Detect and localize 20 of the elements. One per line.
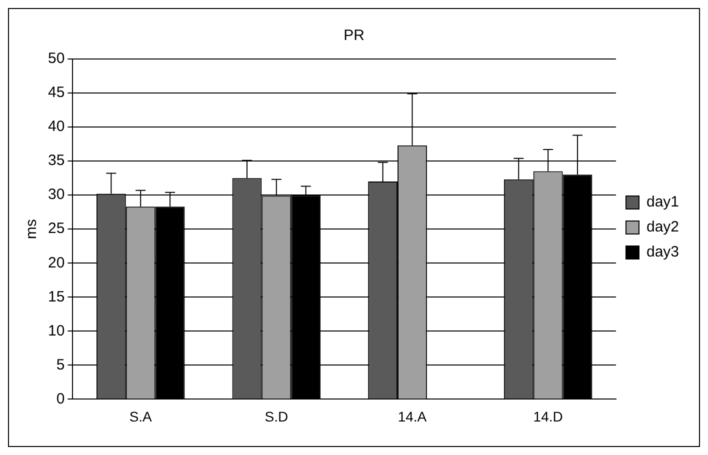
y-tick-label: 5	[56, 356, 65, 374]
x-tick-label: 14.A	[398, 408, 428, 424]
y-tick-label: 40	[48, 118, 65, 136]
y-tick-label: 50	[48, 50, 65, 68]
x-tick-label: S.D	[264, 408, 288, 424]
y-tick-label: 25	[48, 220, 65, 238]
x-tick-label: S.A	[129, 408, 153, 424]
y-tick-label: 0	[56, 390, 65, 408]
chart-title: PR	[344, 27, 365, 44]
legend-label: day3	[646, 244, 680, 261]
y-tick-label: 20	[48, 254, 65, 272]
x-tick-label: 14.D	[533, 408, 563, 424]
y-tick-label: 10	[48, 322, 65, 340]
y-tick-label: 35	[48, 152, 65, 170]
legend-label: day2	[646, 218, 680, 236]
y-axis-title: ms	[23, 219, 40, 240]
y-tick-label: 30	[48, 186, 65, 204]
y-tick-label: 45	[48, 84, 65, 102]
y-tick-label: 15	[48, 288, 65, 306]
legend-label: day1	[646, 194, 680, 211]
